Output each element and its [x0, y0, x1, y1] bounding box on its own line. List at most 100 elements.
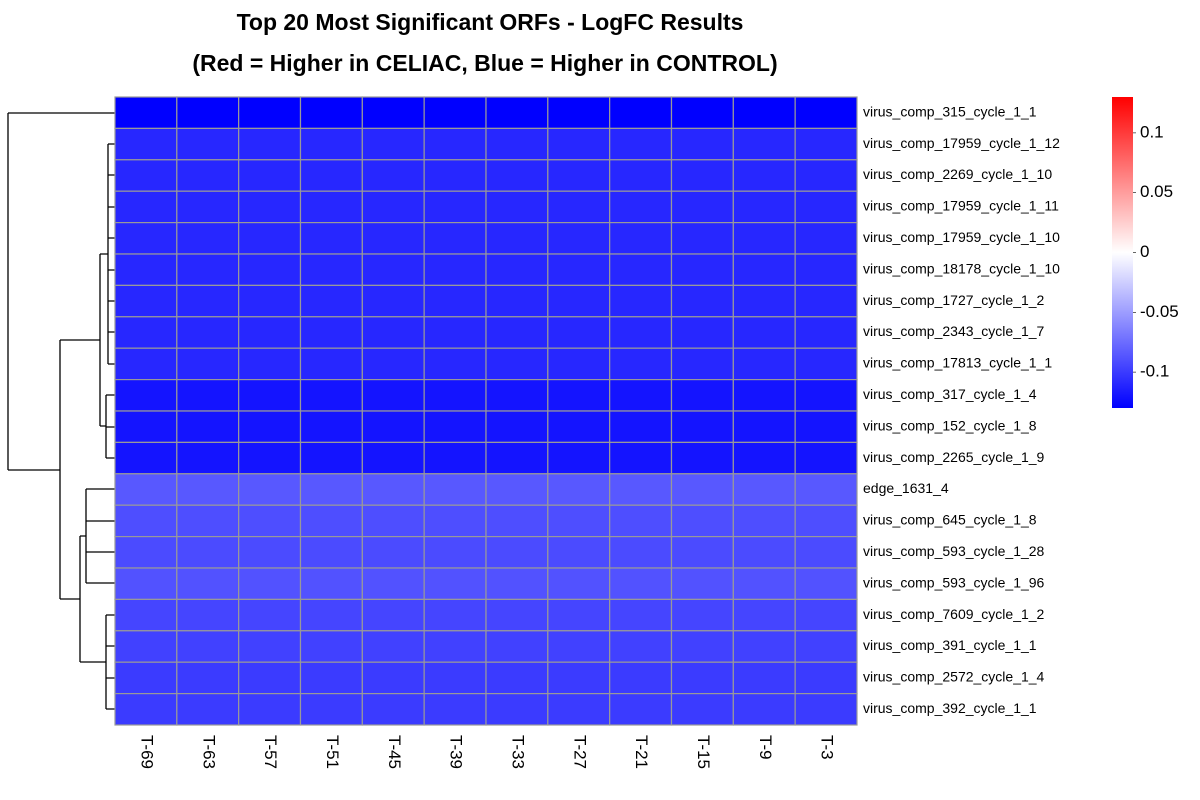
- heatmap-cell: [609, 567, 673, 600]
- heatmap-cell: [361, 504, 425, 538]
- heatmap-cell: [238, 222, 302, 255]
- heatmap-cell: [423, 410, 487, 443]
- heatmap-cell: [485, 253, 549, 286]
- heatmap-cell: [238, 535, 302, 569]
- row-label: virus_comp_152_cycle_1_8: [863, 417, 1037, 433]
- row-label: edge_1631_4: [863, 480, 949, 496]
- heatmap-cell: [176, 504, 240, 538]
- heatmap-cell: [114, 96, 178, 129]
- heatmap-cell: [670, 567, 734, 600]
- heatmap-cell: [732, 96, 796, 129]
- heatmap-cell: [423, 222, 487, 255]
- heatmap-cell: [732, 598, 796, 632]
- heatmap-cell: [609, 253, 673, 286]
- heatmap-cell: [547, 253, 611, 286]
- heatmap-cell: [732, 222, 796, 255]
- heatmap-cell: [299, 253, 363, 286]
- heatmap-cell: [485, 535, 549, 569]
- heatmap-cell: [794, 535, 858, 569]
- heatmap-cell: [176, 535, 240, 569]
- heatmap-cell: [794, 347, 858, 381]
- heatmap-cell: [114, 598, 178, 632]
- row-label: virus_comp_315_cycle_1_1: [863, 103, 1037, 119]
- heatmap-cell: [794, 630, 858, 663]
- heatmap-cell: [609, 630, 673, 663]
- heatmap-cell: [361, 567, 425, 600]
- heatmap-cell: [114, 222, 178, 255]
- row-label: virus_comp_392_cycle_1_1: [863, 700, 1037, 716]
- heatmap-cell: [670, 379, 734, 412]
- heatmap-cell: [299, 473, 363, 506]
- heatmap-cell: [732, 284, 796, 318]
- heatmap-cell: [732, 692, 796, 726]
- heatmap-cell: [794, 127, 858, 161]
- heatmap-cell: [670, 222, 734, 255]
- heatmap-cell: [299, 222, 363, 255]
- heatmap-cell: [732, 630, 796, 663]
- heatmap-cell: [238, 692, 302, 726]
- column-label: T-45: [385, 735, 404, 769]
- heatmap-cell: [609, 222, 673, 255]
- heatmap-cell: [609, 441, 673, 475]
- heatmap-cell: [794, 661, 858, 695]
- heatmap-cell: [547, 159, 611, 192]
- heatmap-cell: [670, 692, 734, 726]
- heatmap-cell: [485, 379, 549, 412]
- heatmap-cell: [176, 347, 240, 381]
- chart-subtitle: (Red = Higher in CELIAC, Blue = Higher i…: [192, 50, 777, 76]
- row-label: virus_comp_17813_cycle_1_1: [863, 355, 1052, 371]
- row-label: virus_comp_317_cycle_1_4: [863, 386, 1037, 402]
- heatmap-cell: [299, 316, 363, 349]
- row-label: virus_comp_18178_cycle_1_10: [863, 260, 1060, 276]
- heatmap-cell: [547, 630, 611, 663]
- heatmap-cell: [547, 535, 611, 569]
- heatmap-cell: [794, 441, 858, 475]
- heatmap-cell: [299, 347, 363, 381]
- heatmap-cell: [238, 630, 302, 663]
- heatmap-cell: [485, 504, 549, 538]
- column-label: T-3: [818, 735, 837, 760]
- heatmap-cell: [114, 692, 178, 726]
- column-label: T-63: [199, 735, 218, 769]
- heatmap-cell: [609, 127, 673, 161]
- heatmap-cell: [794, 473, 858, 506]
- heatmap-cell: [361, 127, 425, 161]
- heatmap-cell: [485, 284, 549, 318]
- heatmap-cell: [238, 567, 302, 600]
- column-label: T-15: [694, 735, 713, 769]
- heatmap-cell: [423, 598, 487, 632]
- heatmap-cell: [732, 473, 796, 506]
- row-label: virus_comp_17959_cycle_1_10: [863, 229, 1060, 245]
- heatmap-cell: [485, 567, 549, 600]
- heatmap-cell: [732, 316, 796, 349]
- heatmap-cell: [794, 567, 858, 600]
- heatmap-cell: [547, 284, 611, 318]
- heatmap-cell: [423, 473, 487, 506]
- heatmap-cell: [547, 190, 611, 224]
- heatmap-cell: [670, 159, 734, 192]
- heatmap-cell: [732, 347, 796, 381]
- heatmap-cell: [238, 284, 302, 318]
- heatmap-cell: [547, 379, 611, 412]
- heatmap-cell: [609, 347, 673, 381]
- heatmap-cell: [485, 159, 549, 192]
- row-label: virus_comp_1727_cycle_1_2: [863, 292, 1045, 308]
- heatmap-cell: [732, 661, 796, 695]
- heatmap-cell: [547, 661, 611, 695]
- heatmap-cell: [299, 284, 363, 318]
- heatmap-cell: [732, 253, 796, 286]
- heatmap-cell: [423, 127, 487, 161]
- heatmap-cell: [114, 441, 178, 475]
- heatmap-cell: [485, 661, 549, 695]
- column-label: T-33: [508, 735, 527, 769]
- column-label: T-51: [323, 735, 342, 769]
- heatmap-cell: [361, 630, 425, 663]
- heatmap-cell: [670, 190, 734, 224]
- column-label: T-69: [137, 735, 156, 769]
- heatmap-cell: [794, 159, 858, 192]
- heatmap-cell: [299, 567, 363, 600]
- heatmap-cell: [485, 473, 549, 506]
- heatmap-cell: [238, 441, 302, 475]
- colorbar: [1112, 97, 1133, 408]
- heatmap-cell: [670, 504, 734, 538]
